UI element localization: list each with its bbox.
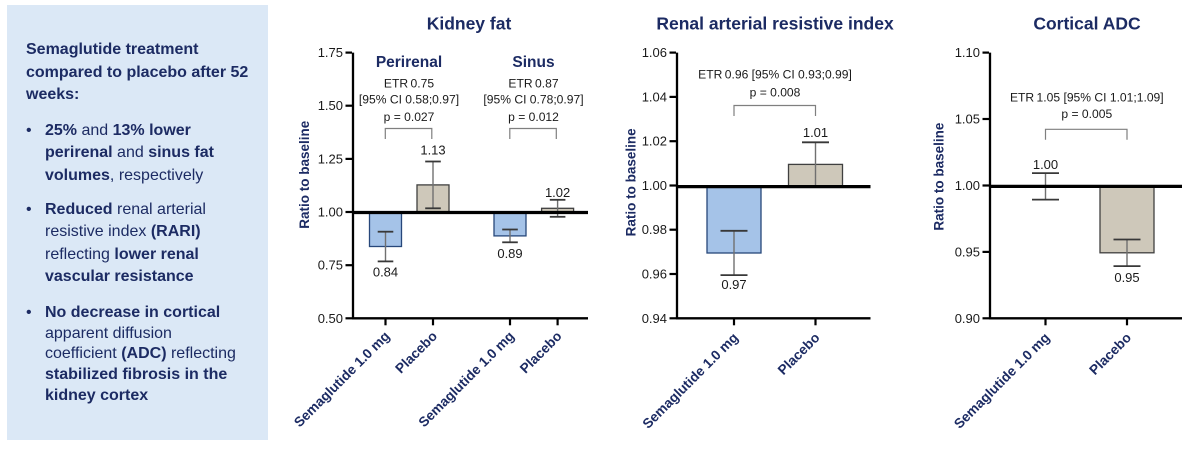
svg-text:ETR 1.05 [95% CI 1.01;1.09]: ETR 1.05 [95% CI 1.01;1.09] bbox=[1010, 91, 1164, 105]
svg-text:ETR 0.87: ETR 0.87 bbox=[508, 77, 558, 91]
svg-text:1.00: 1.00 bbox=[1033, 157, 1058, 172]
svg-text:Renal arterial resistive index: Renal arterial resistive index bbox=[656, 14, 894, 34]
svg-text:1.02: 1.02 bbox=[642, 134, 667, 149]
svg-text:0.84: 0.84 bbox=[373, 265, 398, 280]
svg-text:p = 0.005: p = 0.005 bbox=[1061, 107, 1112, 121]
svg-text:1.75: 1.75 bbox=[318, 45, 343, 60]
svg-text:0.95: 0.95 bbox=[955, 244, 980, 259]
svg-text:0.98: 0.98 bbox=[642, 222, 667, 237]
svg-text:Semaglutide 1.0 mg: Semaglutide 1.0 mg bbox=[291, 329, 393, 431]
svg-text:1.00: 1.00 bbox=[642, 178, 667, 193]
svg-text:1.02: 1.02 bbox=[545, 185, 570, 200]
svg-text:1.04: 1.04 bbox=[642, 89, 667, 104]
svg-text:1.13: 1.13 bbox=[420, 143, 445, 158]
svg-text:1.10: 1.10 bbox=[955, 45, 980, 60]
svg-text:Ratio to baseline: Ratio to baseline bbox=[624, 128, 639, 237]
svg-text:0.50: 0.50 bbox=[318, 311, 343, 326]
svg-text:Cortical ADC: Cortical ADC bbox=[1033, 14, 1141, 34]
svg-text:Kidney fat: Kidney fat bbox=[427, 14, 512, 34]
svg-text:ETR 0.75: ETR 0.75 bbox=[384, 77, 434, 91]
svg-text:[95% CI 0.58;0.97]: [95% CI 0.58;0.97] bbox=[359, 93, 459, 107]
svg-text:Placebo: Placebo bbox=[775, 330, 823, 378]
svg-text:ETR 0.96 [95% CI 0.93;0.99]: ETR 0.96 [95% CI 0.93;0.99] bbox=[698, 68, 852, 82]
svg-text:1.06: 1.06 bbox=[642, 45, 667, 60]
svg-text:Placebo: Placebo bbox=[517, 329, 565, 377]
svg-text:Placebo: Placebo bbox=[1086, 330, 1134, 378]
svg-text:1.25: 1.25 bbox=[318, 151, 343, 166]
svg-text:Placebo: Placebo bbox=[392, 329, 440, 377]
svg-text:0.75: 0.75 bbox=[318, 258, 343, 273]
svg-text:0.97: 0.97 bbox=[721, 277, 746, 292]
svg-text:1.00: 1.00 bbox=[318, 205, 343, 220]
svg-text:0.96: 0.96 bbox=[642, 267, 667, 282]
svg-text:1.00: 1.00 bbox=[955, 178, 980, 193]
svg-text:0.90: 0.90 bbox=[955, 311, 980, 326]
svg-text:Semaglutide 1.0 mg: Semaglutide 1.0 mg bbox=[951, 330, 1053, 432]
svg-text:[95% CI 0.78;0.97]: [95% CI 0.78;0.97] bbox=[483, 93, 583, 107]
svg-text:p = 0.008: p = 0.008 bbox=[750, 86, 801, 100]
svg-text:Ratio to baseline: Ratio to baseline bbox=[932, 122, 947, 231]
svg-text:1.01: 1.01 bbox=[803, 125, 828, 140]
svg-text:0.95: 0.95 bbox=[1114, 270, 1139, 285]
svg-text:1.05: 1.05 bbox=[955, 112, 980, 127]
svg-text:Ratio to baseline: Ratio to baseline bbox=[297, 120, 312, 229]
svg-text:p = 0.027: p = 0.027 bbox=[384, 110, 435, 124]
svg-text:Semaglutide 1.0 mg: Semaglutide 1.0 mg bbox=[640, 330, 742, 432]
svg-text:1.50: 1.50 bbox=[318, 98, 343, 113]
svg-text:p = 0.012: p = 0.012 bbox=[508, 110, 559, 124]
svg-text:Perirenal: Perirenal bbox=[376, 54, 442, 71]
svg-text:Sinus: Sinus bbox=[512, 54, 554, 71]
svg-text:0.89: 0.89 bbox=[497, 246, 522, 261]
svg-text:0.94: 0.94 bbox=[642, 311, 667, 326]
